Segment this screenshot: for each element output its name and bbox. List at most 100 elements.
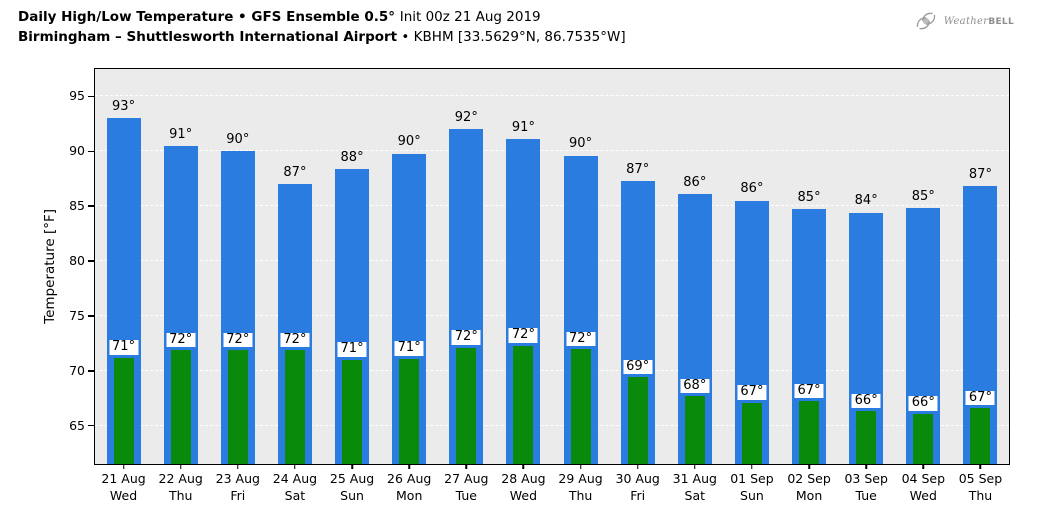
low-bar [227,349,248,464]
x-tick-mark [237,464,239,469]
gridline [95,424,1009,426]
low-bar [399,358,420,464]
low-temp-label: 72° [566,331,596,346]
high-temp-label: 85° [911,189,935,205]
high-temp-label: 87° [283,164,307,180]
low-temp-label: 67° [965,390,995,406]
low-temp-label: 67° [737,384,767,400]
high-temp-label: 87° [968,167,992,183]
low-bar [113,357,134,464]
low-temp-label: 71° [109,339,139,355]
high-temp-label: 90° [226,132,250,147]
x-tick-label: 27 Aug Tue [444,471,489,503]
x-tick-label: 04 Sep Wed [901,471,946,503]
high-temp-label: 93° [112,99,136,115]
x-tick-label: 05 Sep Thu [958,471,1003,503]
logo-bell: BELL [988,16,1014,27]
high-temp-label: 90° [569,136,593,152]
low-bar [170,349,191,464]
low-temp-label: 72° [451,330,481,345]
x-tick-label: 28 Aug Wed [501,471,546,503]
low-bar [570,348,591,464]
low-temp-label: 72° [166,332,196,347]
x-tick-label: 23 Aug Fri [215,471,260,503]
low-bar [513,345,534,464]
x-tick-mark [294,464,296,469]
x-tick-mark [122,464,125,469]
low-bar [284,349,305,464]
x-tick-mark [579,464,582,469]
x-tick-mark [979,464,982,469]
low-temp-label: 72° [223,332,253,347]
low-bar [913,413,934,464]
x-tick-label: 01 Sep Sun [730,471,774,503]
x-tick-label: 02 Sep Mon [787,471,831,503]
y-tick-mark [88,95,95,98]
gridline [95,369,1009,371]
y-tick-label: 85 [69,198,85,214]
low-bar [741,402,762,464]
x-tick-label: 30 Aug Fri [615,471,660,503]
low-temp-label: 66° [908,395,938,411]
y-tick-label: 80 [69,253,85,269]
high-temp-label: 86° [683,174,707,190]
gridline [95,205,1009,207]
gridline [95,260,1009,262]
x-tick-mark [179,464,182,469]
x-tick-mark [751,464,753,469]
high-temp-label: 91° [511,119,535,135]
chart-title-init: Init 00z 21 Aug 2019 [399,9,541,25]
high-temp-label: 92° [454,110,478,126]
x-tick-mark [922,464,925,469]
high-temp-label: 85° [797,190,821,206]
x-tick-label: 31 Aug Sat [672,471,717,503]
x-tick-mark [636,464,639,469]
chart-title-bold: Daily High/Low Temperature • GFS Ensembl… [18,9,400,25]
low-bar [627,377,648,464]
low-temp-label: 71° [337,342,367,357]
y-tick-mark [88,260,95,262]
y-tick-mark [88,370,95,372]
y-tick-mark [88,424,95,427]
y-tick-label: 70 [69,362,85,378]
x-tick-mark [865,464,867,469]
x-tick-mark [465,464,468,469]
hurricane-swirl-icon [916,12,935,30]
high-temp-label: 88° [340,149,364,165]
y-tick-mark [88,315,95,317]
weatherbell-logo-text: WeatherBELL [944,16,1014,27]
high-temp-label: 87° [626,161,650,177]
low-temp-label: 68° [680,378,710,393]
x-tick-label: 03 Sep Tue [844,471,888,503]
weatherbell-logo: WeatherBELL [911,6,1014,36]
high-temp-label: 86° [740,181,764,197]
x-tick-label: 25 Aug Sun [329,471,375,503]
y-tick-label: 95 [69,88,85,104]
low-temp-label: 72° [508,327,538,343]
gridline [95,314,1009,316]
low-temp-label: 69° [623,359,653,375]
gridline [95,95,1009,97]
x-tick-mark [808,464,810,469]
high-temp-label: 91° [169,126,193,142]
low-bar [799,401,820,464]
y-tick-label: 65 [69,417,85,433]
high-temp-label: 90° [397,134,421,150]
low-bar [456,347,477,464]
low-bar [342,359,363,464]
x-tick-label: 26 Aug Mon [387,471,432,503]
x-tick-mark [351,464,353,469]
y-tick-label: 75 [69,307,85,323]
x-tick-label: 22 Aug Thu [158,471,203,503]
x-tick-label: 21 Aug Wed [101,471,146,503]
chart-title: Daily High/Low Temperature • GFS Ensembl… [18,7,626,27]
low-temp-label: 71° [394,341,424,356]
high-temp-label: 84° [854,193,878,209]
x-tick-label: 24 Aug Sat [272,471,318,503]
x-tick-mark [522,464,525,469]
x-tick-mark [408,464,410,469]
low-temp-label: 67° [794,383,824,399]
low-bar [856,411,877,464]
chart-subtitle-coords: • KBHM [33.5629°N, 86.7535°W] [397,29,626,46]
